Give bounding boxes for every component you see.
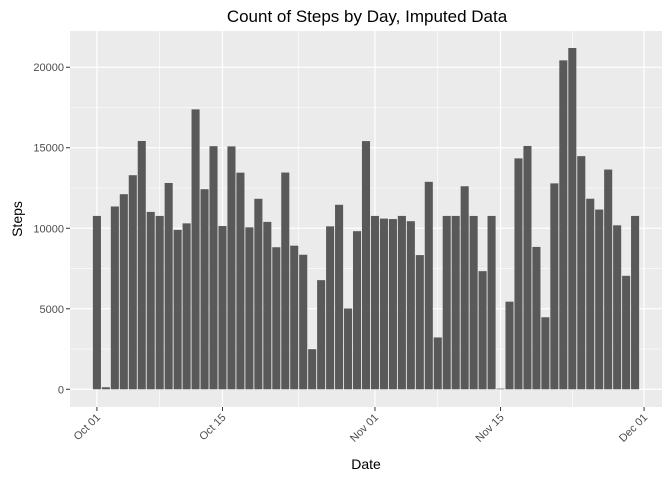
bar [272,247,281,390]
x-axis: Oct 01 Oct 15 Nov 01 Nov 15 Dec 01 [72,407,650,445]
bar [532,246,541,390]
bar [451,215,460,390]
bar [496,388,505,390]
bar [218,226,227,390]
bar [514,158,523,390]
bar [227,146,236,390]
bar [173,229,182,390]
y-tick-label: 10000 [33,223,64,235]
bar [433,337,442,390]
bar [92,215,101,390]
bar [469,215,478,390]
bar [352,231,362,390]
chart-title: Count of Steps by Day, Imputed Data [227,7,508,26]
bar [101,387,110,390]
bar [209,146,218,390]
bar [415,255,424,390]
y-tick-label: 15000 [33,143,64,155]
bar [263,221,272,390]
bar [137,140,146,390]
bar [308,349,317,390]
bar [290,245,299,390]
bar [236,172,245,390]
bar [110,206,119,390]
y-tick-label: 0 [58,384,64,396]
bar [191,109,200,390]
bar [604,169,613,390]
bar [523,145,532,390]
bar [164,182,173,390]
bar [505,301,514,390]
bar [550,183,559,390]
bar [119,194,128,390]
bar [577,156,586,390]
x-tick-label: Nov 15 [474,412,507,445]
bar [254,198,263,390]
bar [613,225,622,390]
bar [424,181,433,390]
bar [595,209,604,390]
y-tick-label: 5000 [40,304,64,316]
bar [146,211,155,390]
bar [478,271,487,390]
bar [326,226,335,390]
bar [361,141,371,390]
bar [200,189,209,390]
bar [128,175,137,390]
bar [586,198,595,390]
bar [568,48,577,390]
bar [487,215,496,390]
bar [559,60,568,390]
bar [299,254,308,390]
bar [631,215,640,390]
bar [388,219,397,390]
bar [245,227,254,390]
bar [155,215,164,390]
y-axis-label: Steps [9,201,25,237]
bar [335,204,344,390]
bar [344,308,353,390]
bar [541,317,550,390]
x-tick-label: Nov 01 [348,412,381,445]
bar [182,223,191,390]
y-tick-label: 20000 [33,62,64,74]
x-axis-label: Date [351,456,381,472]
bar [370,215,380,390]
bars [92,48,640,390]
y-axis: 0 5000 10000 15000 20000 [33,62,70,396]
bar [460,186,469,390]
bar [406,221,415,390]
bar [622,275,631,390]
bar [397,215,406,390]
x-tick-label: Oct 01 [72,412,103,443]
bar [281,172,290,390]
bar [442,215,451,390]
bar [317,280,326,390]
bar [379,218,388,390]
x-tick-label: Dec 01 [617,412,650,445]
x-tick-label: Oct 15 [197,412,228,443]
